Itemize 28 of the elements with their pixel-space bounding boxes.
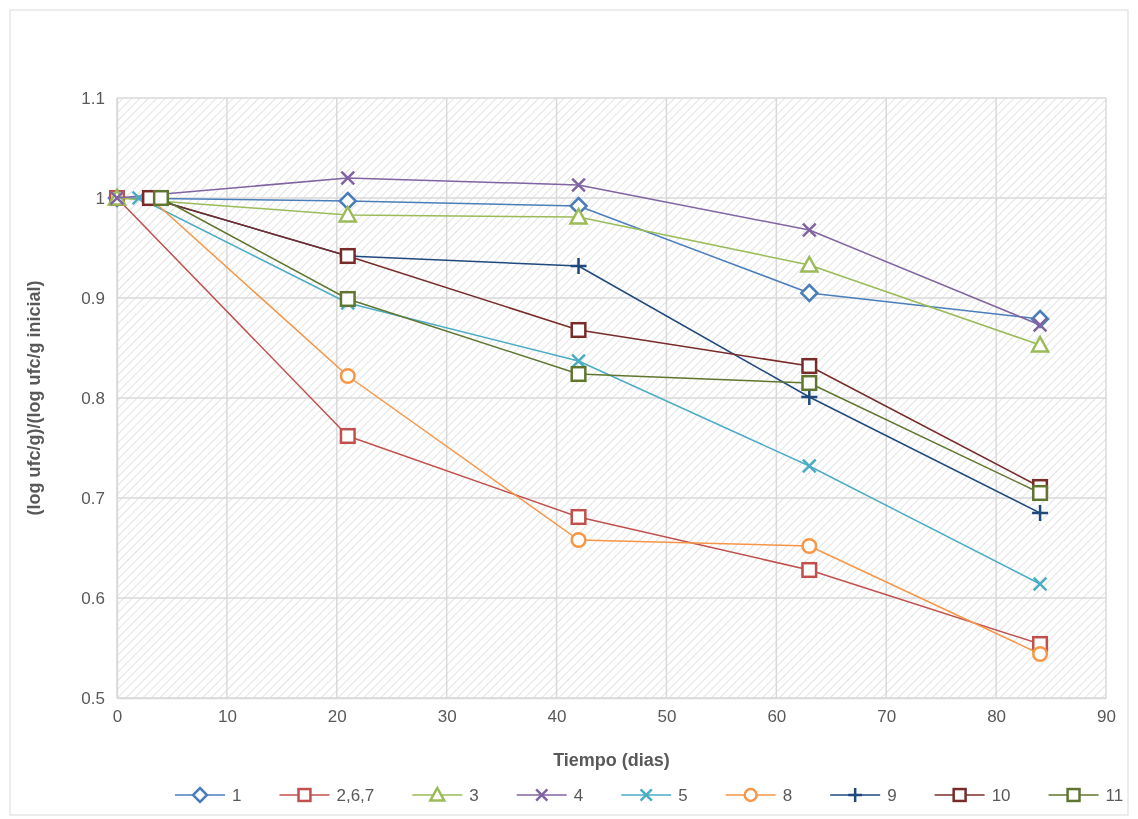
y-tick-label: 0.9 — [81, 288, 105, 308]
legend-label: 8 — [782, 786, 793, 805]
y-axis-title: (log ufc/g)/(log ufc/g inicial) — [24, 280, 44, 516]
x-tick-label: 30 — [437, 707, 457, 727]
legend-label: 11 — [1105, 786, 1124, 805]
x-tick-label: 90 — [1097, 707, 1116, 727]
x-tick-label: 50 — [657, 707, 677, 727]
x-tick-label: 70 — [877, 707, 897, 727]
legend-label: 2,6,7 — [336, 786, 375, 805]
legend-label: 10 — [991, 786, 1011, 805]
y-tick-label: 0.8 — [81, 388, 105, 408]
x-tick-label: 10 — [217, 707, 237, 727]
y-tick-label: 1.1 — [81, 88, 105, 108]
y-tick-label: 0.7 — [81, 488, 105, 508]
legend-label: 5 — [678, 786, 688, 805]
legend-label: 4 — [573, 786, 584, 805]
x-tick-label: 20 — [327, 707, 347, 727]
y-tick-label: 0.6 — [81, 588, 105, 608]
x-tick-label: 80 — [987, 707, 1007, 727]
y-tick-label: 1 — [95, 188, 105, 208]
x-tick-label: 60 — [767, 707, 787, 727]
x-tick-label: 40 — [547, 707, 567, 727]
x-tick-label: 0 — [112, 707, 123, 727]
x-axis-title: Tiempo (dias) — [553, 750, 670, 770]
y-tick-label: 0.5 — [81, 688, 105, 708]
legend-label: 9 — [887, 786, 897, 805]
legend-label: 3 — [469, 786, 479, 805]
legend-label: 1 — [232, 786, 242, 805]
